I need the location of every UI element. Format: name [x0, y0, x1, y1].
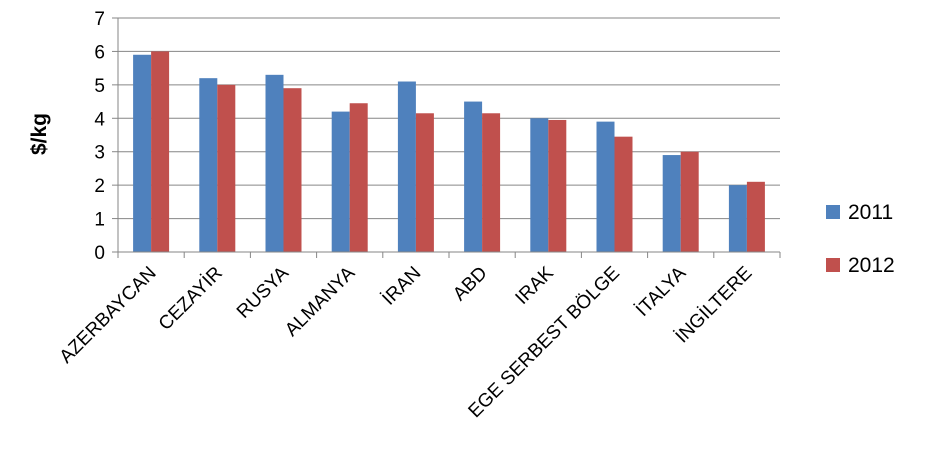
- legend-label: 2012: [848, 254, 895, 277]
- category-label: IRAK: [512, 262, 558, 308]
- y-tick-label: 2: [94, 176, 105, 197]
- legend-swatch: [826, 205, 840, 219]
- legend-swatch: [826, 258, 840, 272]
- bar-2011: [199, 78, 218, 253]
- bar-2011: [331, 111, 350, 252]
- bar-2011: [133, 54, 152, 253]
- y-axis-label: $/kg: [28, 113, 51, 155]
- y-tick-label: 0: [94, 243, 105, 264]
- legend-label: 2011: [848, 201, 893, 224]
- bar-2011: [464, 101, 483, 252]
- category-label: CEZAYİR: [155, 263, 227, 335]
- legend: 2011 2012: [826, 201, 895, 277]
- y-tick-label: 7: [94, 9, 105, 30]
- bar-2012: [614, 136, 633, 252]
- y-tick-label: 1: [94, 210, 105, 231]
- category-label: İRAN: [378, 263, 425, 310]
- x-axis-tick-marks: [117, 252, 781, 258]
- category-label: İTALYA: [632, 262, 690, 320]
- y-tick-label: 5: [94, 76, 105, 97]
- bar-2011: [530, 118, 549, 253]
- bar-2011: [662, 155, 681, 252]
- y-tick-label: 3: [94, 143, 105, 164]
- bar-2012: [283, 88, 302, 252]
- bar-2012: [482, 113, 501, 253]
- bar-2012: [548, 119, 567, 252]
- bar-2012: [151, 51, 170, 252]
- bar-2011: [397, 81, 416, 252]
- bar-2012: [217, 84, 236, 252]
- category-label: ALMANYA: [281, 262, 359, 340]
- y-tick-label: 6: [94, 42, 105, 63]
- category-label: RUSYA: [233, 262, 293, 322]
- category-label: ABD: [449, 263, 491, 305]
- bar-2011: [728, 185, 747, 252]
- y-tick-label: 4: [94, 109, 105, 130]
- bar-2012: [746, 181, 765, 252]
- bar-2011: [265, 74, 284, 252]
- bar-2011: [596, 121, 615, 252]
- y-axis-ticks: 0 1 2 3 4 5 6 7: [94, 9, 119, 264]
- bars: [133, 51, 765, 253]
- category-label: AZERBAYCAN: [56, 263, 161, 368]
- bar-2012: [680, 151, 699, 252]
- bar-2012: [349, 103, 368, 252]
- bar-2012: [415, 113, 434, 253]
